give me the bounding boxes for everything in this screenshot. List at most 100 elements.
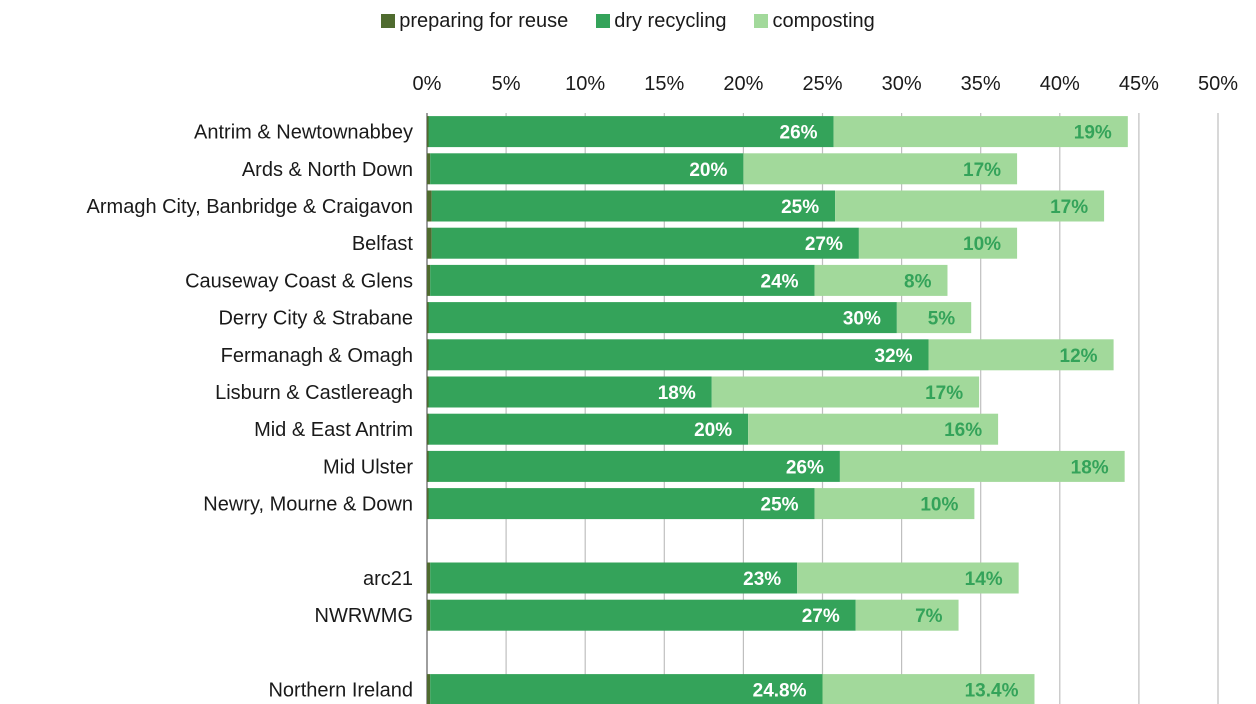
data-label: 27%: [805, 234, 843, 255]
bar-preparing-for-reuse: [427, 599, 431, 631]
bar-preparing-for-reuse: [427, 376, 429, 408]
bar-composting: [833, 116, 1128, 148]
data-label: 23%: [743, 569, 781, 590]
data-label: 18%: [1071, 457, 1109, 478]
bar-dry-recycling: [430, 153, 744, 185]
x-tick-label: 40%: [1040, 73, 1080, 95]
x-tick-label: 30%: [882, 73, 922, 95]
data-label: 18%: [658, 383, 696, 404]
data-label: 26%: [780, 123, 818, 144]
bar-composting: [743, 153, 1018, 185]
category-label: Antrim & Newtownabbey: [194, 122, 413, 144]
bar-composting: [835, 190, 1105, 222]
data-label: 32%: [874, 346, 912, 367]
data-label: 19%: [1074, 123, 1112, 144]
bar-composting: [928, 339, 1114, 371]
data-label: 8%: [904, 271, 932, 292]
data-label: 7%: [915, 606, 943, 627]
bar-composting: [822, 674, 1035, 704]
category-label: Mid & East Antrim: [254, 419, 413, 441]
bar-dry-recycling: [428, 450, 840, 482]
bar-composting: [858, 227, 1018, 259]
data-label: 10%: [920, 495, 958, 516]
legend-swatch-reuse: [381, 14, 396, 28]
category-label: Newry, Mourne & Down: [203, 494, 413, 516]
data-label: 20%: [689, 160, 727, 181]
bar-dry-recycling: [428, 376, 712, 408]
category-label: Fermanagh & Omagh: [221, 345, 413, 367]
data-label: 14%: [965, 569, 1003, 590]
bar-dry-recycling: [428, 413, 749, 445]
x-tick-label: 50%: [1198, 73, 1238, 95]
category-label: Mid Ulster: [323, 456, 413, 478]
data-label: 13.4%: [965, 681, 1019, 702]
bar-composting: [896, 302, 972, 334]
bar-dry-recycling: [430, 599, 856, 631]
bar-preparing-for-reuse: [427, 190, 432, 222]
x-tick-label: 45%: [1119, 73, 1159, 95]
legend-label-dry-recycling: dry recycling: [614, 10, 727, 32]
data-label: 20%: [694, 420, 732, 441]
bar-composting: [855, 599, 959, 631]
bar-dry-recycling: [430, 562, 798, 594]
bar-dry-recycling: [428, 488, 815, 520]
bar-preparing-for-reuse: [427, 116, 429, 148]
data-label: 25%: [761, 495, 799, 516]
legend-item-dry-recycling: dry recycling: [596, 6, 726, 36]
bar-preparing-for-reuse: [427, 264, 431, 296]
legend-item-composting: composting: [754, 6, 875, 36]
category-label: arc21: [363, 568, 413, 590]
data-label: 24%: [761, 271, 799, 292]
bar-dry-recycling: [428, 302, 897, 334]
category-label: Belfast: [352, 233, 414, 255]
legend: preparing for reuse dry recycling compos…: [0, 6, 1256, 36]
bar-dry-recycling: [428, 116, 834, 148]
data-label: 26%: [786, 457, 824, 478]
x-tick-label: 0%: [413, 73, 442, 95]
data-label: 12%: [1060, 346, 1098, 367]
x-tick-label: 15%: [644, 73, 684, 95]
data-label: 24.8%: [753, 681, 807, 702]
bar-dry-recycling: [431, 227, 859, 259]
data-label: 17%: [925, 383, 963, 404]
bar-preparing-for-reuse: [427, 153, 431, 185]
bar-preparing-for-reuse: [427, 488, 429, 520]
data-label: 27%: [802, 606, 840, 627]
data-label: 10%: [963, 234, 1001, 255]
bar-composting: [814, 264, 948, 296]
category-label: Northern Ireland: [268, 680, 413, 702]
category-label: NWRWMG: [315, 605, 414, 627]
legend-label-reuse: preparing for reuse: [399, 10, 569, 32]
category-label: Lisburn & Castlereagh: [215, 382, 413, 404]
data-label: 17%: [963, 160, 1001, 181]
data-label: 16%: [944, 420, 982, 441]
data-label: 17%: [1050, 197, 1088, 218]
x-tick-label: 20%: [723, 73, 763, 95]
bar-preparing-for-reuse: [427, 674, 431, 704]
data-label: 30%: [843, 309, 881, 330]
x-tick-label: 10%: [565, 73, 605, 95]
bar-composting: [839, 450, 1125, 482]
x-tick-label: 5%: [492, 73, 521, 95]
bar-preparing-for-reuse: [427, 227, 432, 259]
legend-label-composting: composting: [772, 10, 875, 32]
legend-swatch-dry-recycling: [596, 14, 611, 28]
category-label: Ards & North Down: [242, 159, 413, 181]
legend-item-reuse: preparing for reuse: [381, 6, 568, 36]
bar-preparing-for-reuse: [427, 413, 429, 445]
category-label: Derry City & Strabane: [218, 308, 413, 330]
bar-preparing-for-reuse: [427, 562, 431, 594]
category-label: Armagh City, Banbridge & Craigavon: [87, 196, 413, 218]
bar-preparing-for-reuse: [427, 339, 429, 371]
bar-composting: [748, 413, 999, 445]
x-tick-label: 25%: [802, 73, 842, 95]
bar-composting: [797, 562, 1019, 594]
x-tick-label: 35%: [961, 73, 1001, 95]
bar-dry-recycling: [428, 339, 929, 371]
category-label: Causeway Coast & Glens: [185, 270, 413, 292]
data-label: 5%: [928, 309, 956, 330]
bar-dry-recycling: [430, 674, 823, 704]
bar-dry-recycling: [430, 264, 815, 296]
